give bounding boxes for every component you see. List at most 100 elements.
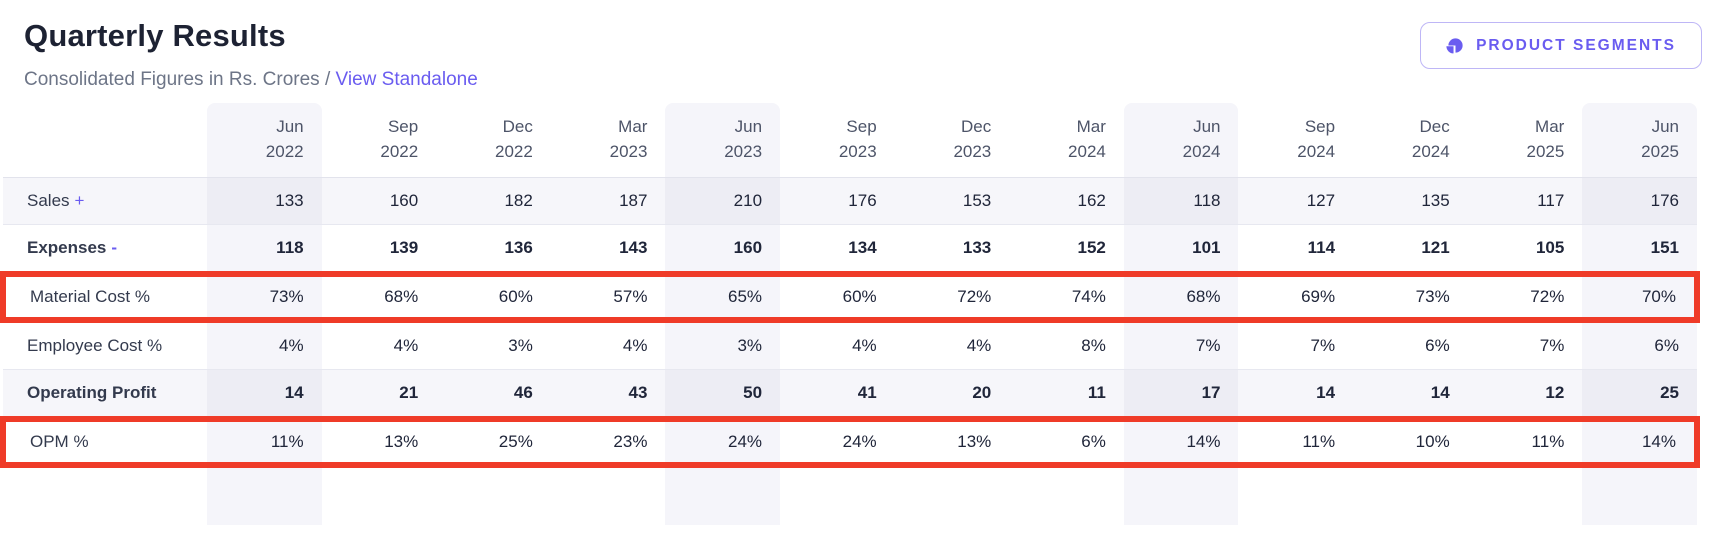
cell-expenses-dec-2024: 121 <box>1353 224 1468 275</box>
cell-employee-cost-mar-2025: 7% <box>1467 319 1583 370</box>
cell-material-cost-mar-2023: 57% <box>550 271 666 324</box>
cell-sales-jun-2025: 176 <box>1582 177 1697 225</box>
cell-employee-cost-jun-2025: 6% <box>1582 319 1697 370</box>
row-label-text: Material Cost % <box>30 287 150 307</box>
cell-opm-mar-2024: 6% <box>1009 416 1124 469</box>
partial-row-cell <box>1582 465 1697 526</box>
cell-operating-profit-sep-2022: 21 <box>321 369 437 420</box>
partial-row-label <box>3 465 207 525</box>
cell-operating-profit-mar-2024: 11 <box>1009 369 1124 420</box>
row-label-operating-profit: Operating Profit <box>3 369 207 420</box>
cell-expenses-jun-2025: 151 <box>1582 224 1697 275</box>
cell-opm-jun-2024: 14% <box>1123 416 1239 469</box>
cell-sales-dec-2024: 135 <box>1353 177 1468 225</box>
cell-opm-dec-2022: 25% <box>436 416 551 469</box>
cell-material-cost-dec-2023: 72% <box>894 271 1010 324</box>
row-label-text: OPM % <box>30 432 89 452</box>
product-segments-button[interactable]: PRODUCT SEGMENTS <box>1420 22 1702 69</box>
table-row-opm: OPM % 11% 13% 25% 23% 24% 24% 13% 6% 14% 11% 10% 11%… <box>0 416 1700 469</box>
quarterly-results-header: Quarterly Results Consolidated Figures i… <box>0 0 1729 91</box>
cell-expenses-jun-2023: 160 <box>665 224 781 275</box>
cell-operating-profit-sep-2024: 14 <box>1238 369 1354 420</box>
column-header-dec-2024: Dec 2024 <box>1353 103 1468 179</box>
cell-sales-jun-2022: 133 <box>207 177 322 225</box>
cell-opm-sep-2023: 24% <box>780 416 895 469</box>
cell-employee-cost-jun-2022: 4% <box>207 319 322 370</box>
table-row-expenses: Expenses -118 139 136 143 160 134 133 152 101 114 1… <box>3 224 1697 275</box>
table-row-sales: Sales +133 160 182 187 210 176 153 162 118 127 135 1… <box>3 177 1697 225</box>
table-row-operating-profit: Operating Profit 14 21 46 43 50 41 20 11 17 14 14 12… <box>3 369 1697 420</box>
cell-material-cost-sep-2023: 60% <box>780 271 895 324</box>
cell-material-cost-dec-2022: 60% <box>436 271 551 324</box>
subtitle: Consolidated Figures in Rs. Crores / Vie… <box>24 69 1705 91</box>
cell-operating-profit-jun-2024: 17 <box>1123 369 1239 420</box>
quarterly-results-table: Jun 2022 Sep 2022 Dec 2022 Mar 2023 Jun 2023 Sep 20… <box>0 103 1700 526</box>
cell-operating-profit-dec-2022: 46 <box>436 369 551 420</box>
cell-employee-cost-mar-2024: 8% <box>1009 319 1124 370</box>
collapse-icon[interactable]: - <box>111 238 118 258</box>
cell-expenses-mar-2024: 152 <box>1009 224 1124 275</box>
cell-employee-cost-dec-2022: 3% <box>436 319 551 370</box>
partial-row-cell <box>1238 465 1353 525</box>
row-label-text: Expenses <box>27 238 107 258</box>
cell-operating-profit-mar-2025: 12 <box>1467 369 1583 420</box>
product-segments-label: PRODUCT SEGMENTS <box>1476 36 1676 54</box>
cell-opm-mar-2025: 11% <box>1467 416 1583 469</box>
column-header-jun-2022: Jun 2022 <box>207 103 322 179</box>
cell-opm-sep-2022: 13% <box>321 416 437 469</box>
row-label-column-header <box>3 103 207 179</box>
cell-operating-profit-jun-2022: 14 <box>207 369 322 420</box>
view-standalone-link[interactable]: View Standalone <box>335 69 478 90</box>
cell-material-cost-sep-2022: 68% <box>321 271 437 324</box>
table-row-material-cost: Material Cost % 73% 68% 60% 57% 65% 60% 72% 74% 6… <box>0 271 1700 324</box>
cell-expenses-dec-2023: 133 <box>894 224 1010 275</box>
column-header-mar-2024: Mar 2024 <box>1009 103 1124 179</box>
cell-sales-jun-2023: 210 <box>665 177 781 225</box>
cell-sales-dec-2023: 153 <box>894 177 1010 225</box>
cell-sales-mar-2023: 187 <box>550 177 666 225</box>
cell-sales-sep-2023: 176 <box>780 177 895 225</box>
cell-sales-sep-2022: 160 <box>321 177 437 225</box>
column-header-jun-2023: Jun 2023 <box>665 103 781 179</box>
column-header-sep-2023: Sep 2023 <box>780 103 895 179</box>
cell-material-cost-jun-2024: 68% <box>1123 271 1239 324</box>
cell-opm-jun-2022: 11% <box>207 416 322 469</box>
cell-employee-cost-dec-2023: 4% <box>894 319 1010 370</box>
partial-row-cell <box>665 465 781 526</box>
row-label-sales[interactable]: Sales + <box>3 177 207 225</box>
pie-chart-icon <box>1446 38 1463 54</box>
cell-expenses-sep-2024: 114 <box>1238 224 1354 275</box>
column-header-sep-2022: Sep 2022 <box>321 103 437 179</box>
partial-row-cell <box>780 465 895 525</box>
cell-employee-cost-jun-2024: 7% <box>1123 319 1239 370</box>
row-label-expenses[interactable]: Expenses - <box>3 224 207 275</box>
column-header-sep-2024: Sep 2024 <box>1238 103 1354 179</box>
expand-icon[interactable]: + <box>74 191 85 211</box>
cell-material-cost-sep-2024: 69% <box>1238 271 1354 324</box>
cell-operating-profit-jun-2025: 25 <box>1582 369 1697 420</box>
cell-material-cost-dec-2024: 73% <box>1353 271 1468 324</box>
cell-employee-cost-sep-2024: 7% <box>1238 319 1354 370</box>
cell-sales-sep-2024: 127 <box>1238 177 1354 225</box>
page-title: Quarterly Results <box>24 18 286 53</box>
partial-row-cell <box>436 465 551 525</box>
cell-opm-jun-2025: 14% <box>1582 416 1700 469</box>
partial-row-cell <box>207 465 322 526</box>
partial-row-cell <box>1009 465 1124 525</box>
cell-employee-cost-dec-2024: 6% <box>1353 319 1468 370</box>
cell-expenses-sep-2022: 139 <box>321 224 437 275</box>
row-label-employee-cost: Employee Cost % <box>3 319 207 370</box>
cell-expenses-sep-2023: 134 <box>780 224 895 275</box>
cell-employee-cost-mar-2023: 4% <box>550 319 666 370</box>
partial-row-cell <box>551 465 666 525</box>
cell-sales-jun-2024: 118 <box>1123 177 1239 225</box>
cell-opm-dec-2023: 13% <box>894 416 1010 469</box>
cell-sales-mar-2025: 117 <box>1467 177 1583 225</box>
partial-row-cell <box>1123 465 1239 526</box>
cell-operating-profit-dec-2024: 14 <box>1353 369 1468 420</box>
cell-opm-jun-2023: 24% <box>665 416 781 469</box>
cell-operating-profit-sep-2023: 41 <box>780 369 895 420</box>
column-header-jun-2025: Jun 2025 <box>1582 103 1697 179</box>
table-row-partial <box>3 465 1697 526</box>
cell-employee-cost-sep-2022: 4% <box>321 319 437 370</box>
